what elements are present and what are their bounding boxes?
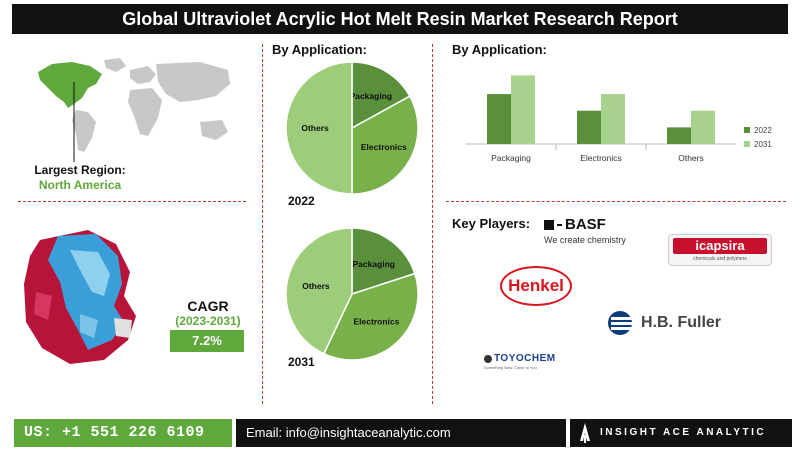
key-players-title: Key Players: [452, 216, 531, 231]
footer-phone[interactable]: US: +1 551 226 6109 [14, 419, 232, 447]
divider-right [432, 44, 433, 404]
pie-label-electronics: Electronics [361, 142, 407, 152]
bar-packaging-2031 [511, 75, 535, 144]
divider-left [262, 44, 263, 404]
pie-slice-electronics [351, 95, 419, 195]
bar-others-2022 [667, 127, 691, 144]
pie-label-others: Others [301, 123, 329, 133]
largest-region-label: Largest Region: [34, 163, 126, 177]
bar-section-title: By Application: [452, 42, 547, 57]
icapsira-name: icapsira [673, 238, 767, 254]
legend-item-2031: 2031 [744, 137, 772, 151]
pie-slice-others [285, 227, 353, 355]
toyochem-icon [484, 354, 492, 363]
legend-label-2022: 2022 [754, 125, 772, 135]
divider-right-horizontal [446, 201, 786, 202]
divider-left-horizontal [18, 201, 246, 202]
bar-legend: 2022 2031 [744, 123, 772, 151]
hbfuller-logo: H.B. Fuller [608, 311, 721, 335]
bar-category-label-others: Others [678, 153, 704, 163]
footer-email[interactable]: Email: info@insightaceanalytic.com [236, 419, 566, 447]
legend-swatch-2022 [744, 127, 750, 133]
north-america-region [38, 62, 102, 108]
basf-logo: BASF We create chemistry [544, 216, 626, 245]
pie-label-others: Others [302, 281, 330, 291]
legend-swatch-2031 [744, 141, 750, 147]
bar-others-2031 [691, 110, 715, 144]
henkel-logo: Henkel [500, 266, 572, 306]
pie-slice-electronics [322, 272, 419, 361]
icapsira-logo: icapsira chemicals and polymers [668, 234, 772, 266]
toyochem-logo: TOYOCHEM Something New, Close to You [484, 353, 556, 370]
pie-label-electronics: Electronics [354, 317, 400, 327]
pie-label-packaging: Packaging [352, 259, 395, 269]
pie-slice-packaging [351, 61, 411, 130]
legend-label-2031: 2031 [754, 139, 772, 149]
south-america-shape [72, 110, 96, 152]
insightace-logo-icon [580, 423, 590, 443]
legend-item-2022: 2022 [744, 123, 772, 137]
world-map [38, 58, 230, 162]
bar-packaging-2022 [487, 94, 511, 144]
pie-slice-others [285, 61, 353, 195]
bar-electronics-2022 [577, 110, 601, 144]
greenland-shape [104, 58, 126, 72]
basf-dash-icon [557, 223, 562, 226]
largest-region-value: North America [38, 178, 122, 192]
pie-label-packaging: Packaging [350, 91, 393, 101]
henkel-name: Henkel [508, 276, 564, 295]
resin-image [24, 230, 136, 364]
europe-shape [130, 66, 156, 84]
australia-shape [200, 120, 228, 140]
basf-tagline: We create chemistry [544, 235, 626, 245]
pie-chart-2031: Packaging Electronics Others [285, 227, 419, 361]
bar-category-label-packaging: Packaging [491, 153, 531, 163]
basf-name: BASF [565, 216, 606, 233]
bar-category-label-electronics: Electronics [580, 153, 622, 163]
pie-section-title: By Application: [272, 42, 367, 57]
pie-year-2031: 2031 [288, 355, 315, 369]
africa-shape [128, 88, 162, 136]
hbfuller-icon [608, 311, 634, 335]
icapsira-tagline: chemicals and polymers [693, 256, 747, 262]
report-title: Global Ultraviolet Acrylic Hot Melt Resi… [12, 4, 788, 34]
toyochem-tagline: Something New, Close to You [484, 365, 537, 370]
footer-brand: INSIGHT ACE ANALYTIC [570, 419, 792, 447]
basf-icon [544, 219, 554, 230]
bar-electronics-2031 [601, 94, 625, 144]
toyochem-name: TOYOCHEM [494, 353, 556, 364]
bar-chart: Packaging Electronics Others [466, 75, 736, 163]
cagr-label: CAGR [187, 298, 229, 314]
pie-year-2022: 2022 [288, 194, 315, 208]
pie-chart-2022: Packaging Electronics Others [285, 61, 419, 195]
hbfuller-name: H.B. Fuller [641, 314, 722, 331]
cagr-period: (2023-2031) [175, 314, 241, 328]
cagr-value: 7.2% [170, 330, 244, 352]
pie-slice-packaging [351, 227, 416, 296]
asia-shape [156, 62, 230, 102]
